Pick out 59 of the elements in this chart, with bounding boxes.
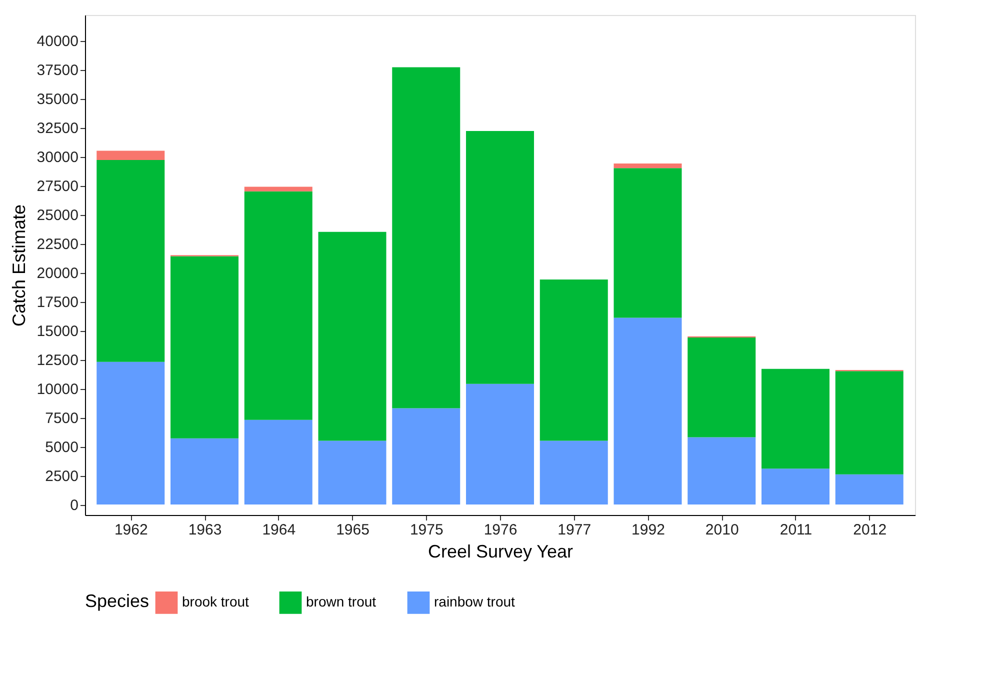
y-tick-label: 25000 <box>36 207 78 224</box>
bar <box>96 362 165 505</box>
y-tick-label: 37500 <box>36 62 78 80</box>
y-tick-label: 20000 <box>36 265 78 282</box>
bar <box>244 191 312 420</box>
bar <box>835 371 904 474</box>
bar <box>392 67 460 408</box>
x-tick-label: 2011 <box>780 522 812 538</box>
legend-label: brown trout <box>306 594 376 610</box>
legend-label: rainbow trout <box>434 594 516 610</box>
bar <box>835 474 904 505</box>
y-tick-label: 32500 <box>36 120 78 138</box>
y-tick-label: 2500 <box>45 468 78 486</box>
bar <box>244 420 312 505</box>
legend-label: brook trout <box>182 594 250 610</box>
x-tick-label: 2012 <box>853 522 887 538</box>
y-tick-label: 7500 <box>45 410 78 428</box>
x-tick-label: 1964 <box>262 522 296 538</box>
x-axis-title: Creel Survey Year <box>428 542 574 562</box>
bar <box>170 438 239 505</box>
y-tick-label: 40000 <box>36 33 78 50</box>
bar <box>540 440 608 505</box>
bar <box>688 437 756 505</box>
x-tick-label: 1963 <box>188 522 222 538</box>
y-tick-label: 17500 <box>36 294 78 312</box>
y-tick-label: 35000 <box>36 91 78 108</box>
x-tick-label: 1975 <box>410 522 444 538</box>
bar <box>170 256 239 438</box>
x-tick-label: 1992 <box>632 522 665 538</box>
bar <box>614 163 682 168</box>
x-tick-label: 1965 <box>336 522 370 538</box>
y-tick-label: 5000 <box>45 439 78 456</box>
y-tick-label: 12500 <box>36 352 78 370</box>
bar <box>761 368 830 469</box>
bar <box>614 318 682 505</box>
y-tick-label: 10000 <box>36 381 78 398</box>
bar <box>466 131 534 384</box>
legend-title: Species <box>85 591 150 611</box>
y-tick-label: 27500 <box>36 178 78 196</box>
bar <box>392 408 460 505</box>
bar <box>540 280 608 441</box>
bar <box>318 232 386 441</box>
bar <box>761 468 830 505</box>
bar <box>466 384 534 505</box>
y-tick-label: 22500 <box>36 236 78 254</box>
bar <box>244 186 312 192</box>
y-tick-label: 0 <box>70 497 78 514</box>
x-tick-label: 2010 <box>705 522 739 538</box>
x-tick-label: 1977 <box>558 522 592 538</box>
bar <box>614 168 682 318</box>
x-tick-label: 1976 <box>484 522 518 538</box>
x-tick-label: 1962 <box>114 522 148 538</box>
y-axis-title: Catch Estimate <box>8 204 29 327</box>
y-tick-label: 30000 <box>36 149 78 166</box>
bar <box>96 150 165 160</box>
bar <box>318 440 386 505</box>
bar <box>688 338 756 438</box>
y-tick-label: 15000 <box>36 323 78 340</box>
bar <box>96 160 165 362</box>
